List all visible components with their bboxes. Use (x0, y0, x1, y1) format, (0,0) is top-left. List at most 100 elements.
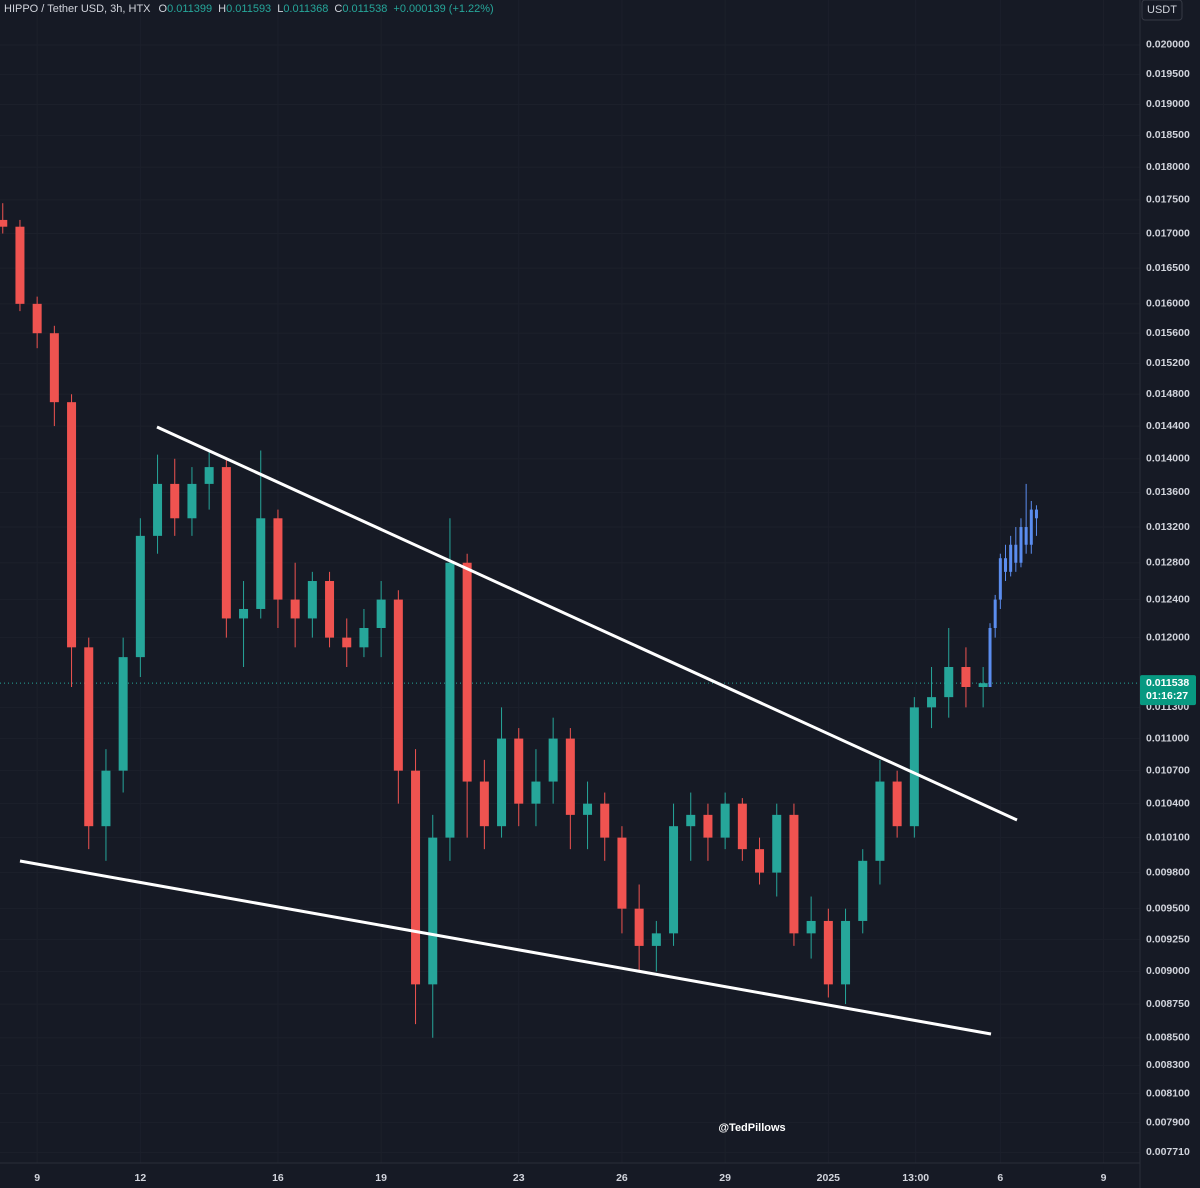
candle-body (32, 303, 42, 334)
candle-body (909, 707, 919, 827)
candle-body (583, 803, 593, 815)
candle-body (307, 581, 317, 619)
candle-body (600, 803, 610, 838)
candle-body (686, 814, 696, 827)
y-tick-label: 0.012800 (1146, 557, 1190, 569)
candle-body (1024, 527, 1028, 545)
candle-body (170, 483, 180, 519)
countdown: 01:16:27 (1146, 690, 1188, 702)
x-tick-label: 9 (1101, 1172, 1107, 1184)
y-tick-label: 0.008750 (1146, 998, 1190, 1010)
y-tick-label: 0.010700 (1146, 764, 1190, 776)
candle-body (737, 803, 747, 850)
y-tick-label: 0.018500 (1146, 129, 1190, 141)
candle-body (978, 683, 988, 688)
y-tick-label: 0.013600 (1146, 486, 1190, 498)
y-tick-label: 0.015200 (1146, 357, 1190, 369)
candle-body (479, 781, 489, 827)
candle-body (273, 518, 283, 600)
ohlc-value: 0.011593 (226, 3, 271, 15)
candle-body (84, 647, 94, 827)
y-tick-label: 0.012400 (1146, 593, 1190, 605)
candle-body (858, 860, 868, 921)
ohlc-value: 0.011368 (283, 3, 328, 15)
candle-body (1014, 544, 1018, 563)
candle-body (153, 483, 163, 536)
candle-body (669, 826, 679, 934)
candle-body (256, 518, 266, 609)
ohlc-value: 0.011399 (167, 3, 212, 15)
candle-body (998, 558, 1002, 600)
y-tick-label: 0.016000 (1146, 298, 1190, 310)
trendline-upper (156, 425, 1018, 822)
candle-body (1009, 544, 1013, 572)
symbol: HIPPO / Tether USD, 3h, HTX (4, 3, 151, 15)
candle-body (359, 627, 369, 648)
ohlc-key: L (277, 3, 283, 15)
candle-body (789, 814, 799, 934)
candle-body (531, 781, 541, 804)
x-tick-label: 2025 (817, 1172, 841, 1184)
candle-body (0, 219, 8, 227)
y-tick-label: 0.009800 (1146, 866, 1190, 878)
candle-body (462, 562, 472, 782)
y-tick-label: 0.019000 (1146, 98, 1190, 110)
y-tick-label: 0.017000 (1146, 227, 1190, 239)
currency-box[interactable] (1141, 0, 1183, 21)
y-tick-label: 0.009250 (1146, 933, 1190, 945)
currency[interactable]: USDT (1147, 4, 1177, 16)
candle-body (1034, 509, 1038, 519)
candle-body (617, 837, 627, 909)
candle-body (1029, 509, 1033, 545)
x-tick-label: 9 (34, 1172, 40, 1184)
y-tick-label: 0.019500 (1146, 68, 1190, 80)
candle-body (634, 908, 644, 946)
y-tick-label: 0.012000 (1146, 631, 1190, 643)
candle-body (49, 333, 59, 403)
y-tick-label: 0.010100 (1146, 831, 1190, 843)
candle-body (988, 627, 992, 688)
candles (0, 203, 1038, 1038)
candle-body (892, 781, 902, 827)
x-tick-label: 29 (719, 1172, 731, 1184)
trendline-lower (19, 859, 992, 1036)
candle-body (101, 770, 111, 827)
y-tick-label: 0.008500 (1146, 1032, 1190, 1044)
y-tick-label: 0.013200 (1146, 521, 1190, 533)
y-tick-label: 0.007900 (1146, 1116, 1190, 1128)
candle-body (497, 738, 507, 827)
candle-body (961, 666, 971, 688)
y-tick-label: 0.014000 (1146, 453, 1190, 465)
candle-body (445, 562, 455, 838)
y-tick-label: 0.018000 (1146, 161, 1190, 173)
y-tick-label: 0.014800 (1146, 388, 1190, 400)
candle-body (221, 467, 231, 619)
last-price: 0.011538 (1146, 677, 1189, 689)
candle-body (1019, 527, 1023, 563)
candle-body (325, 581, 335, 638)
candle-body (927, 697, 937, 708)
candle-body (823, 920, 833, 985)
candle-body (944, 666, 954, 698)
candle-body (772, 814, 782, 873)
candle-body (67, 402, 77, 648)
x-tick-label: 13:00 (902, 1172, 929, 1184)
candle-body (875, 781, 885, 861)
x-tick-label: 19 (375, 1172, 387, 1184)
candle-body (1003, 558, 1007, 572)
candle-body (135, 535, 145, 658)
y-tick-label: 0.008300 (1146, 1059, 1190, 1071)
ohlc-key: H (218, 3, 226, 15)
candle-body (187, 483, 197, 519)
watermark: @TedPillows (718, 1122, 785, 1134)
candle-body (514, 738, 524, 804)
y-tick-label: 0.011000 (1146, 732, 1189, 744)
y-tick-label: 0.010400 (1146, 797, 1190, 809)
y-tick-label: 0.017500 (1146, 194, 1190, 206)
y-tick-label: 0.009000 (1146, 965, 1190, 977)
candle-body (411, 770, 421, 985)
x-tick-label: 6 (997, 1172, 1003, 1184)
x-tick-label: 12 (135, 1172, 147, 1184)
x-tick-label: 26 (616, 1172, 628, 1184)
